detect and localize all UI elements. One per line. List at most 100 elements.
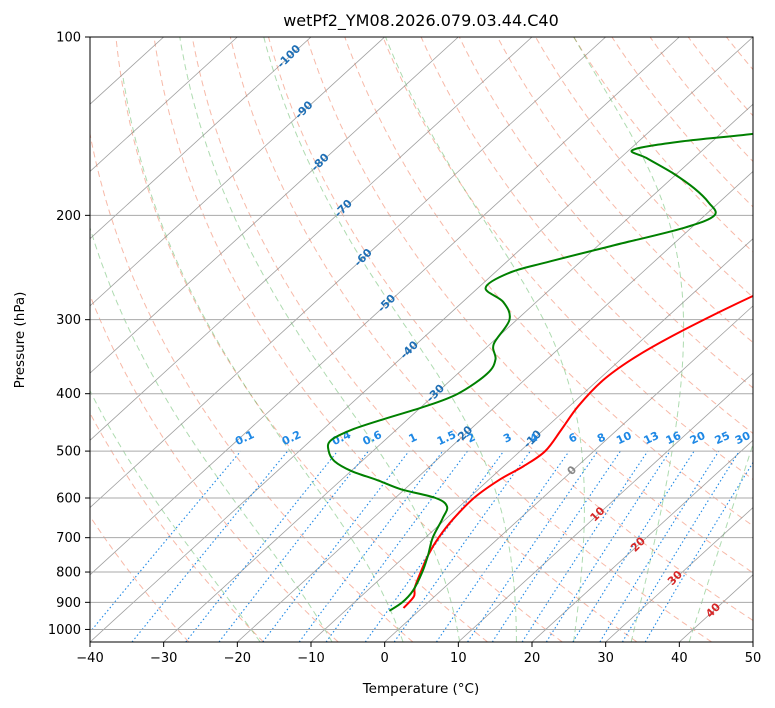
mixing-ratio-line bbox=[131, 450, 289, 642]
mixing-ratio-line bbox=[90, 450, 242, 633]
y-axis-ticks: 1000 900 800 700 600 500 400 300 200 100 bbox=[48, 31, 90, 638]
dewpoint-profile-line bbox=[326, 132, 753, 612]
isotherm bbox=[90, 37, 680, 576]
x-tick-label: 10 bbox=[450, 651, 467, 666]
isotherm bbox=[310, 238, 753, 642]
mixing-ratio-line bbox=[185, 450, 339, 642]
dry-adiabat bbox=[90, 515, 190, 642]
x-tick-label: −30 bbox=[150, 651, 177, 666]
plot-frame bbox=[89, 36, 754, 643]
y-tick-label: 800 bbox=[56, 566, 81, 581]
mixing-ratio-label: 8 bbox=[595, 431, 607, 446]
mixing-ratio-line bbox=[298, 450, 444, 642]
isotherm bbox=[458, 372, 753, 642]
x-tick-label: 50 bbox=[745, 651, 762, 666]
mixing-ratio-label: 13 bbox=[642, 429, 661, 447]
mixing-ratio-label: 0.1 bbox=[233, 428, 256, 448]
mixing-ratio-line bbox=[521, 450, 649, 642]
mixing-ratio-line bbox=[599, 450, 720, 642]
y-tick-label: 1000 bbox=[48, 623, 81, 638]
isotherm-label: -100 bbox=[275, 42, 304, 71]
dry-adiabat bbox=[191, 37, 638, 642]
mixing-ratio-line bbox=[621, 450, 740, 642]
mixing-ratio-line bbox=[467, 450, 599, 642]
moist-adiabat bbox=[688, 442, 753, 642]
isotherm bbox=[90, 37, 385, 307]
mixing-ratio-line bbox=[491, 450, 621, 642]
y-tick-label: 100 bbox=[56, 31, 81, 46]
dry-adiabat bbox=[649, 37, 753, 163]
moist-adiabat bbox=[385, 37, 585, 642]
mixing-ratio-line bbox=[262, 450, 410, 642]
mixing-ratio-label: 20 bbox=[688, 429, 708, 447]
mixing-ratio-label: 0.2 bbox=[280, 428, 303, 448]
dry-adiabat bbox=[153, 37, 563, 642]
y-tick-label: 600 bbox=[56, 492, 81, 507]
mixing-ratio-line bbox=[572, 450, 695, 642]
profile-series bbox=[326, 132, 753, 612]
x-axis-ticks: −40 −30 −20 −10 0 10 20 30 40 50 bbox=[76, 642, 761, 666]
isotherm bbox=[605, 507, 753, 642]
isotherm bbox=[90, 37, 238, 172]
isotherm bbox=[90, 37, 533, 441]
dry-adiabat bbox=[573, 37, 753, 253]
dry-adiabat bbox=[90, 412, 264, 642]
isotherm bbox=[384, 305, 753, 642]
dry-adiabat bbox=[306, 37, 753, 574]
background-lines bbox=[90, 37, 775, 642]
x-tick-label: −10 bbox=[297, 651, 324, 666]
x-tick-label: −40 bbox=[76, 651, 103, 666]
dry-adiabat bbox=[115, 37, 488, 642]
dry-adiabat bbox=[382, 37, 753, 481]
moist-adiabat bbox=[179, 37, 461, 642]
moist-adiabat bbox=[122, 75, 404, 642]
chart-title: wetPf2_YM08.2026.079.03.44.C40 bbox=[283, 11, 559, 31]
mixing-ratio-label: 6 bbox=[567, 430, 580, 445]
y-tick-label: 200 bbox=[56, 209, 81, 224]
x-tick-label: 0 bbox=[381, 651, 389, 666]
isotherm bbox=[90, 37, 606, 509]
isotherm bbox=[237, 170, 753, 642]
moist-adiabat bbox=[573, 37, 685, 642]
dry-adiabat bbox=[687, 37, 753, 117]
moist-adiabat bbox=[263, 37, 517, 642]
x-tick-label: 20 bbox=[524, 651, 541, 666]
isotherm bbox=[90, 37, 312, 240]
mixing-ratio-label: 25 bbox=[713, 429, 732, 447]
y-tick-label: 700 bbox=[56, 531, 81, 546]
dry-adiabat bbox=[765, 37, 775, 642]
x-axis-label: Temperature (°C) bbox=[362, 681, 480, 697]
x-tick-label: −20 bbox=[224, 651, 251, 666]
mixing-ratio-label: 16 bbox=[664, 429, 684, 447]
mixing-ratio-line bbox=[364, 450, 505, 642]
mixing-ratio-line bbox=[545, 450, 671, 642]
y-axis-label: Pressure (hPa) bbox=[12, 292, 28, 389]
mixing-ratio-line bbox=[393, 450, 531, 642]
mixing-ratio-line bbox=[435, 450, 570, 642]
isotherm bbox=[163, 103, 753, 642]
x-tick-label: 30 bbox=[597, 651, 614, 666]
mixing-ratio-label: 36 bbox=[754, 429, 774, 447]
mixing-ratio-label: 10 bbox=[614, 429, 634, 447]
isotherm bbox=[752, 641, 753, 642]
y-tick-label: 300 bbox=[56, 313, 81, 328]
mixing-ratio-line bbox=[325, 450, 468, 642]
temperature-profile-line bbox=[402, 294, 753, 609]
dry-adiabat bbox=[420, 37, 753, 435]
pressure-grid bbox=[90, 37, 753, 630]
dry-adiabat bbox=[535, 37, 753, 298]
isotherm bbox=[90, 37, 459, 374]
moist-adiabat bbox=[90, 226, 333, 642]
y-tick-label: 500 bbox=[56, 445, 81, 460]
mixing-ratio-label: 30 bbox=[733, 429, 753, 447]
mixing-ratio-label: 0.6 bbox=[361, 428, 384, 448]
dry-adiabat bbox=[268, 37, 753, 622]
isotherm bbox=[90, 37, 753, 642]
dry-adiabat bbox=[496, 37, 753, 344]
moist-adiabat bbox=[90, 389, 261, 642]
x-tick-label: 40 bbox=[671, 651, 688, 666]
isotherm bbox=[531, 439, 753, 642]
y-tick-label: 400 bbox=[56, 387, 81, 402]
mixing-ratio-label: 3 bbox=[501, 431, 513, 446]
mixing-ratio-label: 1 bbox=[407, 431, 419, 446]
